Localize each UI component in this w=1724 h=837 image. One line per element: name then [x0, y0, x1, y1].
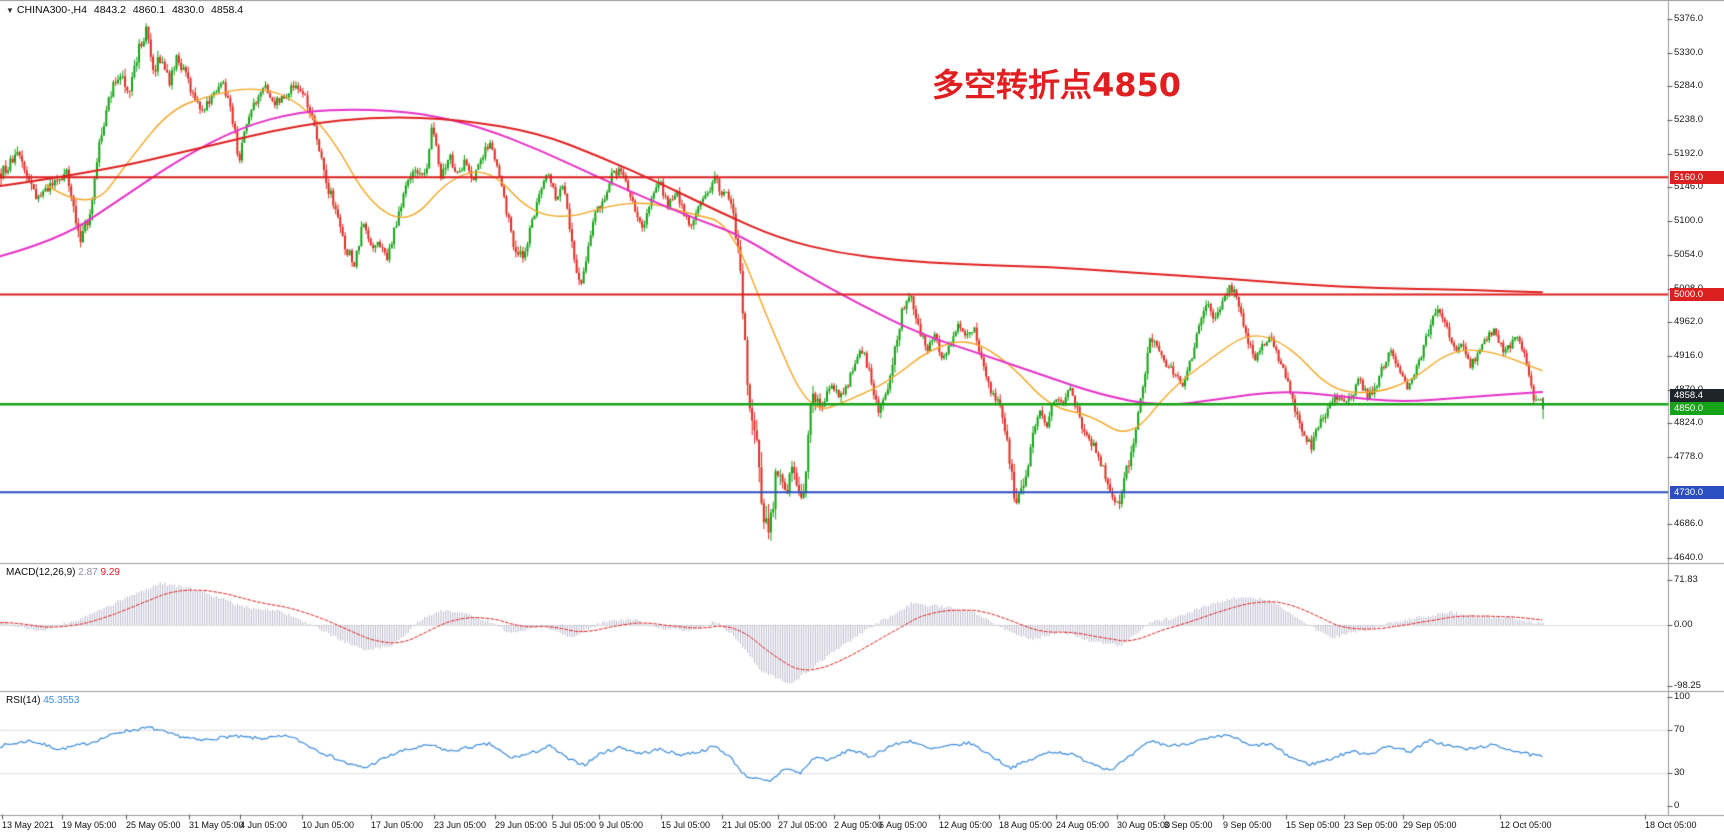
symbol-dropdown-icon[interactable]: ▼ [6, 6, 14, 15]
symbol-timeframe: CHINA300-,H4 [16, 4, 87, 16]
chart-annotation-text[interactable]: 多空转折点4850 [932, 66, 1182, 104]
macd-main-value: 2.87 [78, 567, 98, 578]
ohlc-high: 4860.1 [132, 4, 166, 16]
ohlc-low: 4830.0 [171, 4, 205, 16]
rsi-name: RSI(14) [6, 695, 41, 706]
ohlc-close: 4858.4 [211, 4, 244, 16]
rsi-indicator-label: RSI(14) 45.3553 [6, 695, 79, 706]
rsi-value: 45.3553 [43, 695, 80, 706]
macd-name: MACD(12,26,9) [6, 567, 76, 578]
macd-signal-value: 9.29 [100, 567, 120, 578]
symbol-ohlc-label: ▼ CHINA300-,H4 4843.2 4860.1 4830.0 4858.… [6, 4, 247, 16]
ohlc-open: 4843.2 [93, 4, 126, 16]
macd-indicator-label: MACD(12,26,9) 2.87 9.29 [6, 567, 120, 578]
